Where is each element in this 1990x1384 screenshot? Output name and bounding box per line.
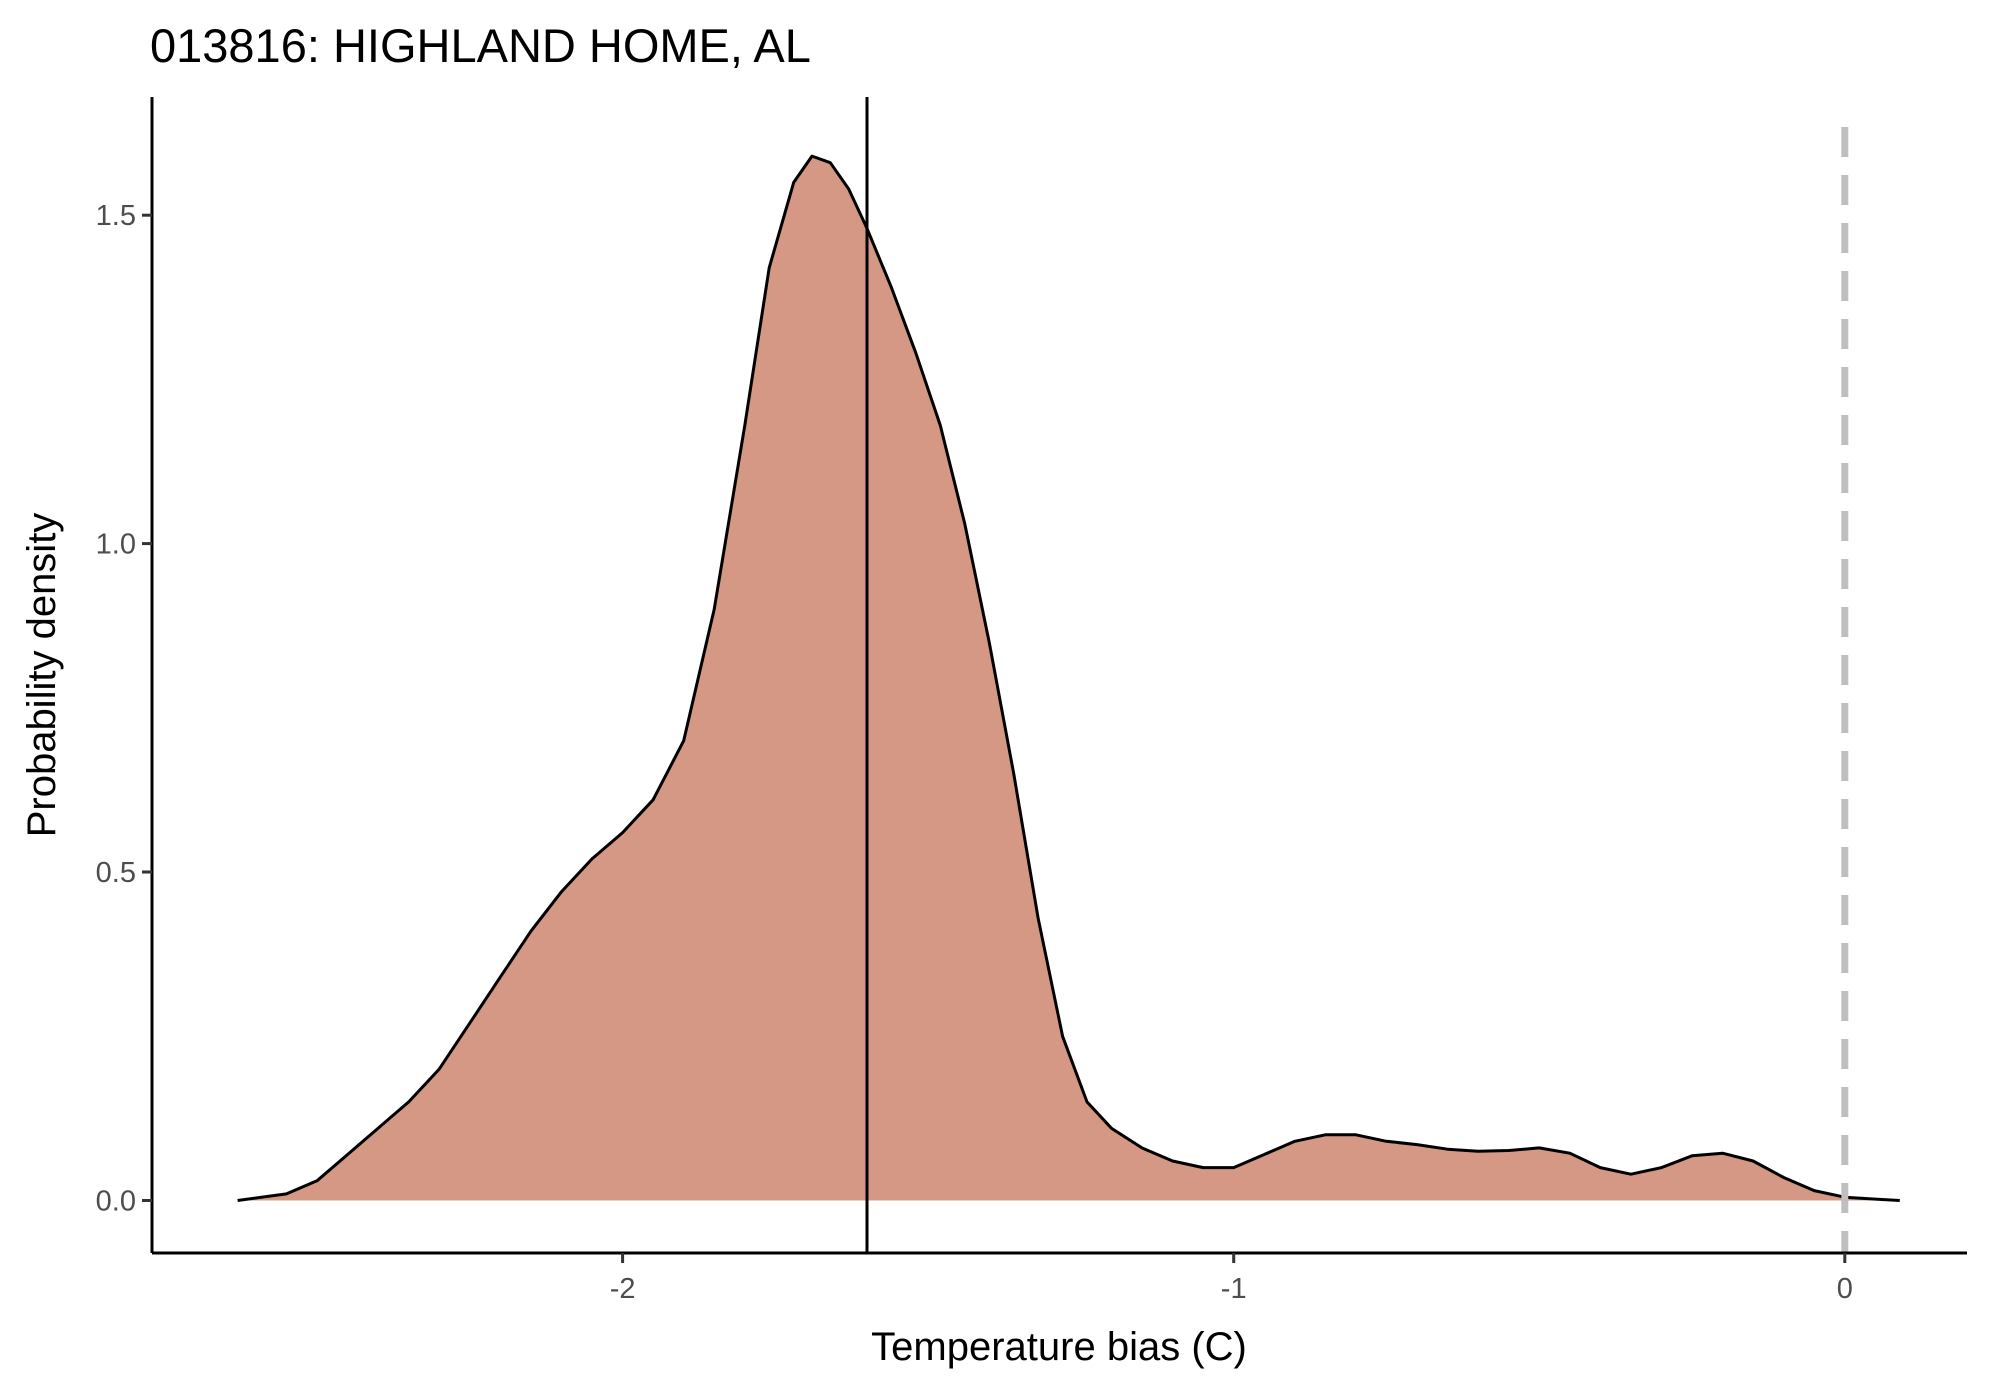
y-axis-title: Probability density bbox=[20, 513, 64, 838]
x-tick-label: -1 bbox=[1221, 1273, 1247, 1305]
chart-title: 013816: HIGHLAND HOME, AL bbox=[150, 19, 811, 72]
x-axis-title: Temperature bias (C) bbox=[871, 1325, 1247, 1369]
density-area bbox=[237, 156, 1900, 1201]
y-tick-label: 0.5 bbox=[96, 857, 136, 889]
density-line bbox=[237, 154, 1900, 1202]
x-tick-label: -2 bbox=[610, 1273, 636, 1305]
y-tick-label: 1.0 bbox=[96, 529, 136, 561]
x-tick-label: 0 bbox=[1837, 1273, 1853, 1305]
y-tick-label: 1.5 bbox=[96, 200, 136, 232]
plot-area bbox=[237, 97, 1900, 1253]
y-tick-label: 0.0 bbox=[96, 1186, 136, 1218]
x-axis-ticks: -2 -1 0 bbox=[610, 1253, 1853, 1305]
y-axis-ticks: 0.0 0.5 1.0 1.5 bbox=[96, 200, 152, 1218]
